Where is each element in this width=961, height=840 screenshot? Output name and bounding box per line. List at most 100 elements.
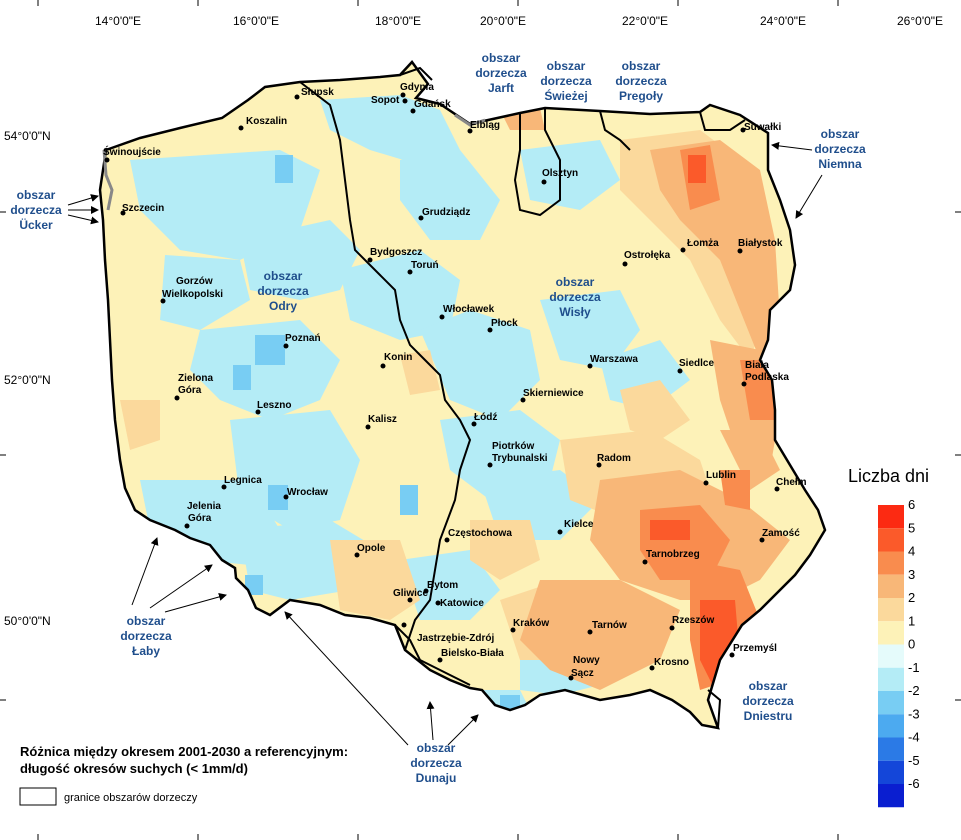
legend-tick: 5 [908,520,915,535]
basin-dunaju: obszar dorzecza Dunaju [410,741,462,785]
basin-ucker: obszar dorzecza Ücker [10,188,62,232]
svg-text:dorzecza: dorzecza [475,66,527,80]
svg-text:dorzecza: dorzecza [10,203,62,217]
svg-text:Kraków: Kraków [513,618,549,629]
svg-text:Tarnów: Tarnów [592,620,627,631]
svg-text:Świnoujście: Świnoujście [103,145,161,158]
svg-text:obszar: obszar [417,741,456,755]
svg-text:Suwałki: Suwałki [744,122,781,133]
svg-text:Kalisz: Kalisz [368,414,397,425]
annotation-arrows [67,141,823,746]
svg-text:Niemna: Niemna [818,157,862,171]
legend-swatch [878,760,904,784]
city-elblag: Elbląg [467,120,500,134]
city-krosno: Krosno [649,657,689,671]
city-gdynia: Gdynia [400,82,434,98]
city-siedlce: Siedlce [677,358,714,374]
legend-swatch [878,528,904,552]
svg-text:Ostrołęka: Ostrołęka [624,250,671,261]
svg-text:Bielsko-Biała: Bielsko-Biała [441,648,504,659]
city-gdansk: Gdańsk [410,99,451,114]
city-warszawa: Warszawa [587,354,638,369]
legend-swatch [878,505,904,529]
city-suwalki: Suwałki [740,122,781,133]
svg-text:Jelenia: Jelenia [187,501,221,512]
svg-text:Bydgoszcz: Bydgoszcz [370,247,422,258]
city-rzeszow: Rzeszów [669,615,714,631]
svg-text:Toruń: Toruń [411,260,439,271]
svg-text:Bytom: Bytom [427,580,458,591]
svg-text:Konin: Konin [384,352,412,363]
map-caption: Różnica między okresem 2001-2030 a refer… [19,744,348,806]
svg-text:Poznań: Poznań [285,333,321,344]
svg-text:Katowice: Katowice [440,598,484,609]
city-opole: Opole [354,543,386,558]
basin-wisly: obszar dorzecza Wisły [549,275,601,319]
svg-text:Dunaju: Dunaju [416,771,457,785]
legend-tick: 6 [908,497,915,512]
svg-text:Nowy: Nowy [573,655,600,666]
city-wloclawek: Włocławek [439,304,495,320]
city-krakow: Kraków [510,618,549,633]
legend-swatch [878,691,904,715]
city-grudziadz: Grudziądz [418,207,470,221]
lat-label: 54°0'0"N [4,129,51,143]
svg-text:dorzecza: dorzecza [742,694,794,708]
svg-text:Góra: Góra [178,385,202,396]
city-poznan: Poznań [283,333,321,349]
svg-text:Szczecin: Szczecin [122,203,164,214]
svg-text:Trybunalski: Trybunalski [492,453,548,464]
svg-text:Płock: Płock [491,318,518,329]
legend-swatch [878,714,904,738]
legend-swatch [878,598,904,622]
city-kielce: Kielce [557,519,594,535]
city-lublin: Lublin [703,470,736,486]
basin-laby: obszar dorzecza Łaby [120,614,172,658]
svg-text:Różnica między okresem 2001-20: Różnica między okresem 2001-2030 a refer… [20,744,348,759]
svg-text:obszar: obszar [556,275,595,289]
svg-text:Kielce: Kielce [564,519,594,530]
lon-label: 20°0'0"E [480,14,526,28]
svg-text:Dniestru: Dniestru [744,709,793,723]
city-gliwice: Gliwice [393,588,428,603]
svg-text:Łomża: Łomża [687,238,719,249]
city-gorzow: Gorzów Wielkopolski [160,276,223,304]
svg-text:dorzecza: dorzecza [540,74,592,88]
color-legend: Liczba dni 6 5 4 3 2 1 0 -1 -2 -3 -4 -5 -6 [848,466,929,808]
svg-text:Lublin: Lublin [706,470,736,481]
svg-text:długość okresów suchych (< 1mm: długość okresów suchych (< 1mm/d) [20,761,248,776]
city-tarnow: Tarnów [587,620,627,635]
city-lodz: Łódź [471,412,497,427]
basin-jarft: obszar dorzecza Jarft [475,51,527,95]
raster-layer [100,62,825,728]
svg-text:obszar: obszar [821,127,860,141]
svg-text:Tarnobrzeg: Tarnobrzeg [646,549,700,560]
svg-text:Słupsk: Słupsk [301,87,334,98]
basin-odry: obszar dorzecza Odry [257,269,309,313]
legend-swatch [878,784,904,808]
svg-text:Jarft: Jarft [488,81,514,95]
svg-text:Elbląg: Elbląg [470,120,500,131]
svg-text:Ücker: Ücker [19,217,53,232]
svg-text:Sopot: Sopot [371,95,400,106]
hel-peninsula [399,66,433,81]
boundary-legend-swatch [19,787,57,806]
city-kalisz: Kalisz [365,414,397,430]
legend-swatch [878,644,904,668]
legend-tick: 3 [908,567,915,582]
city-koszalin: Koszalin [238,116,287,131]
svg-text:Białystok: Białystok [738,238,783,249]
city-sopot: Sopot [371,95,408,106]
svg-text:Warszawa: Warszawa [590,354,638,365]
svg-text:Gdańsk: Gdańsk [414,99,451,110]
basin-labels: obszar dorzecza Jarft obszar dorzecza Św… [10,51,866,785]
city-konin: Konin [380,352,412,369]
city-bialystok: Białystok [737,238,783,254]
svg-text:dorzecza: dorzecza [120,629,172,643]
lon-label: 14°0'0"E [95,14,141,28]
city-legnica: Legnica [221,475,262,490]
left-coords: 54°0'0"N 52°0'0"N 50°0'0"N [4,129,51,628]
